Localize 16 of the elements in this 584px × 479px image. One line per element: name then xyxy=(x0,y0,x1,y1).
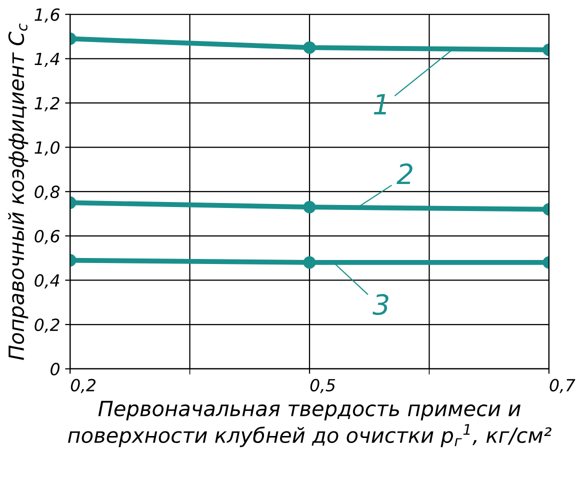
y-tick-label: 1,2 xyxy=(34,96,60,112)
series-label: 2 xyxy=(396,163,412,184)
x-axis-title: Первоначальная твердость примеси и поверхности клубней до очистки p$_{г}$$^{1}$, кг/см² xyxy=(68,400,552,448)
y-tick-label: 0,8 xyxy=(34,186,60,200)
y-tick-label: 0 xyxy=(50,362,60,376)
y-tick-label: 1,6 xyxy=(34,8,60,23)
y-axis-title: Поправочный коэффициент C$_{c}$ xyxy=(8,24,28,360)
legend-label: 3 xyxy=(372,294,388,316)
y-tick-label: 0,6 xyxy=(34,230,60,244)
x-tick-label: 0,2 xyxy=(70,378,96,394)
y-tick-label: 0,4 xyxy=(34,274,60,288)
y-tick-label: 0,2 xyxy=(34,318,60,333)
y-tick-label: 1,0 xyxy=(34,141,60,156)
x-tick-label: 0,7 xyxy=(550,378,576,394)
y-tick-label: 1,4 xyxy=(34,52,60,67)
x-tick-label: 0,5 xyxy=(310,378,336,394)
